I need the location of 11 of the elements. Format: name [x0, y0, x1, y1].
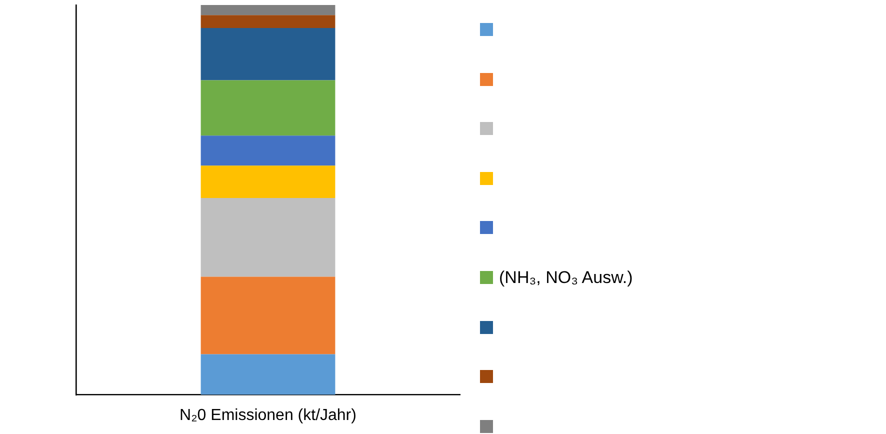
bar	[200, 28, 336, 80]
bar	[200, 276, 336, 354]
bar	[200, 166, 336, 198]
bar	[200, 354, 336, 395]
bar	[200, 80, 336, 136]
bar	[200, 198, 336, 277]
bar	[200, 15, 336, 28]
bar	[200, 5, 336, 16]
x-tick-label: N₂0 Emissionen (kt/Jahr)	[180, 406, 356, 424]
bar	[200, 136, 336, 166]
legend-label: (NH₃, NO₃ Ausw.)	[499, 268, 633, 288]
